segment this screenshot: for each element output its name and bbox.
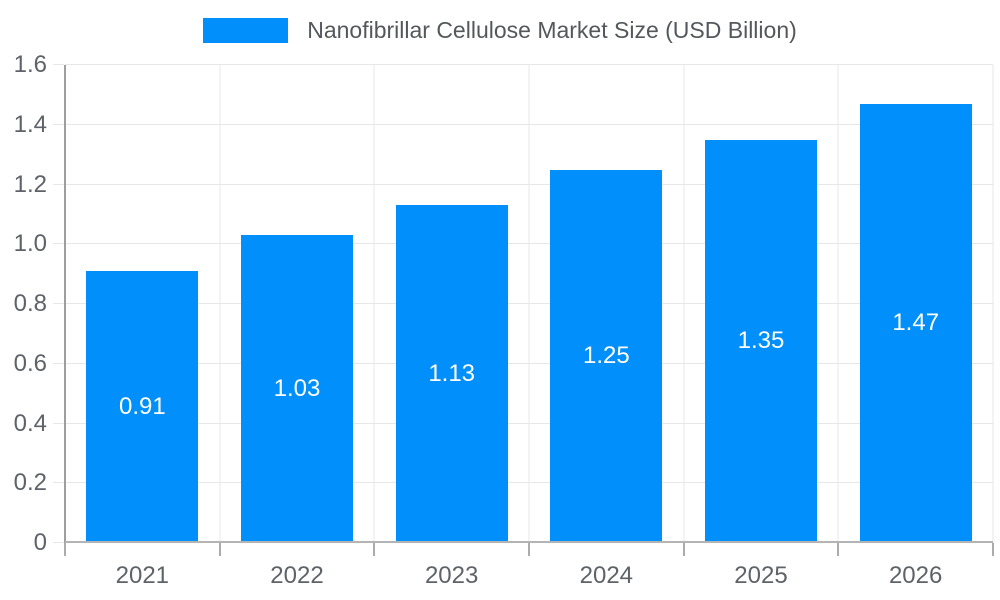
x-axis-tick [528, 543, 530, 556]
y-axis-label: 0.2 [13, 469, 47, 497]
chart-legend: Nanofibrillar Cellulose Market Size (USD… [0, 16, 1000, 44]
bar[interactable]: 1.47 [859, 103, 972, 543]
y-axis-tick [53, 303, 64, 304]
y-axis-label: 0.8 [13, 290, 47, 317]
x-axis-tick [837, 543, 840, 556]
y-axis-tick [53, 243, 64, 245]
bar[interactable]: 1.03 [240, 235, 354, 543]
y-axis-tick [53, 422, 64, 424]
x-axis-label: 2022 [270, 562, 324, 589]
bar[interactable]: 1.13 [395, 205, 508, 543]
y-axis-tick [53, 123, 64, 125]
y-axis-line [64, 65, 66, 543]
bar[interactable]: 1.25 [550, 169, 663, 543]
x-axis-label: 2024 [579, 562, 634, 589]
y-axis-label: 0.4 [13, 409, 47, 437]
y-axis-labels: 0 0.2 0.4 0.6 0.8 1.0 1.2 1.4 1.6 [0, 53, 47, 555]
bar[interactable]: 1.35 [704, 139, 818, 543]
bar-slot: 1.35 [684, 65, 839, 543]
gridline-vertical [219, 65, 221, 543]
x-axis-tick [992, 543, 994, 556]
y-axis-tick [53, 482, 64, 484]
gridline-vertical [837, 65, 839, 543]
y-axis-label: 1.6 [13, 51, 47, 78]
y-axis-tick [53, 542, 64, 543]
x-axis-label: 2025 [734, 562, 788, 589]
x-axis-tick [373, 543, 376, 556]
bar-series: 0.91 1.03 1.13 1.25 1.35 1.47 [65, 65, 993, 543]
bar-value-label: 1.35 [737, 327, 785, 355]
bar-slot: 1.47 [838, 65, 993, 543]
y-axis-label: 1.0 [13, 230, 47, 258]
y-axis-tick [53, 64, 64, 65]
bar-slot: 0.91 [65, 65, 220, 543]
bar[interactable]: 0.91 [86, 271, 199, 543]
x-axis-label: 2023 [424, 562, 479, 589]
x-axis-tick [64, 543, 66, 556]
bar-slot: 1.25 [529, 65, 684, 543]
x-axis-baseline [65, 541, 993, 543]
y-axis-label: 0 [33, 529, 47, 556]
gridline-vertical [992, 65, 994, 543]
bar-value-label: 1.13 [428, 360, 476, 388]
y-axis-tick [53, 183, 64, 185]
legend-item[interactable]: Nanofibrillar Cellulose Market Size (USD… [203, 16, 797, 44]
bar-value-label: 1.25 [582, 342, 630, 370]
x-axis-tick [682, 543, 685, 556]
x-axis-label: 2026 [888, 562, 943, 589]
plot-area: 0.91 1.03 1.13 1.25 1.35 1.47 2021 2022 2023 202… [53, 64, 994, 589]
x-axis-tick [218, 543, 221, 556]
gridline-vertical [683, 65, 685, 543]
y-axis-label: 1.4 [13, 110, 47, 138]
bar-slot: 1.13 [374, 65, 529, 543]
bar-slot: 1.03 [220, 65, 375, 543]
y-axis-tick [53, 362, 64, 364]
bar-value-label: 1.47 [892, 309, 940, 337]
y-axis-label: 1.2 [13, 170, 47, 198]
x-axis-label: 2021 [115, 562, 170, 589]
gridline-horizontal [65, 64, 993, 65]
legend-label: Nanofibrillar Cellulose Market Size (USD… [307, 17, 797, 43]
gridline-vertical [528, 65, 530, 543]
bar-value-label: 0.91 [118, 393, 166, 421]
bar-value-label: 1.03 [273, 375, 321, 403]
y-axis-label: 0.6 [13, 349, 47, 377]
legend-color-swatch-icon [203, 17, 289, 43]
gridline-vertical [373, 65, 375, 543]
